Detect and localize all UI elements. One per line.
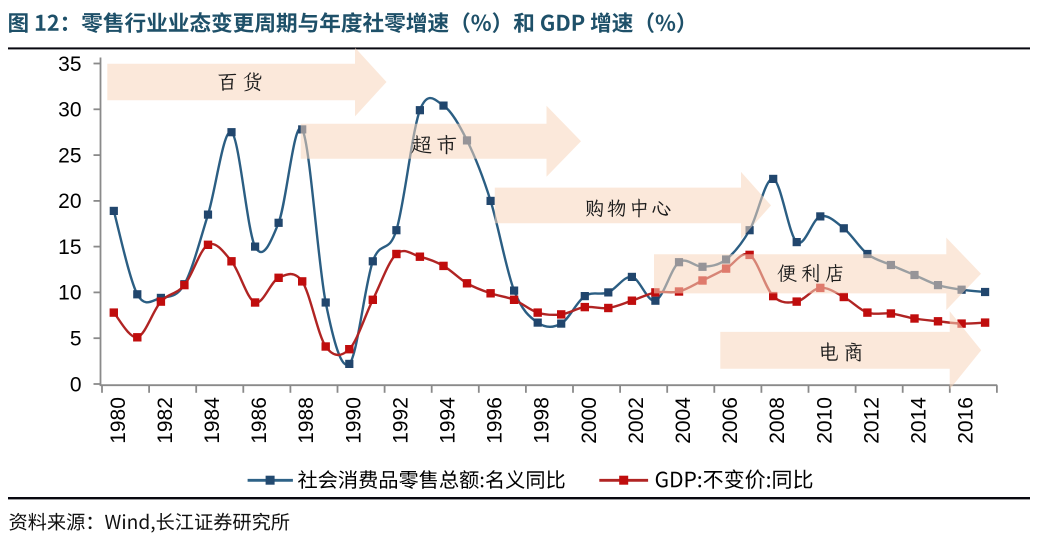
svg-text:35: 35: [58, 53, 81, 76]
svg-text:1986: 1986: [248, 397, 271, 444]
svg-text:2000: 2000: [578, 397, 601, 444]
svg-text:2012: 2012: [860, 397, 883, 444]
svg-text:1980: 1980: [107, 397, 130, 444]
svg-text:2002: 2002: [625, 397, 648, 444]
svg-text:1994: 1994: [437, 397, 460, 444]
svg-text:20: 20: [58, 190, 81, 213]
svg-text:2004: 2004: [672, 397, 695, 444]
svg-text:1982: 1982: [154, 397, 177, 444]
svg-text:30: 30: [58, 99, 81, 122]
svg-text:1990: 1990: [342, 397, 365, 444]
svg-text:2016: 2016: [955, 397, 978, 444]
svg-text:1998: 1998: [531, 397, 554, 444]
svg-text:10: 10: [58, 282, 81, 305]
svg-text:1984: 1984: [201, 397, 224, 444]
svg-text:1988: 1988: [295, 397, 318, 444]
svg-text:15: 15: [58, 236, 81, 259]
svg-text:2008: 2008: [766, 397, 789, 444]
svg-text:2006: 2006: [719, 397, 742, 444]
svg-text:1992: 1992: [389, 397, 412, 444]
svg-text:2014: 2014: [908, 397, 931, 444]
svg-text:0: 0: [70, 373, 82, 396]
svg-text:5: 5: [70, 328, 82, 351]
svg-text:2010: 2010: [813, 397, 836, 444]
svg-text:25: 25: [58, 144, 81, 167]
svg-text:1996: 1996: [484, 397, 507, 444]
